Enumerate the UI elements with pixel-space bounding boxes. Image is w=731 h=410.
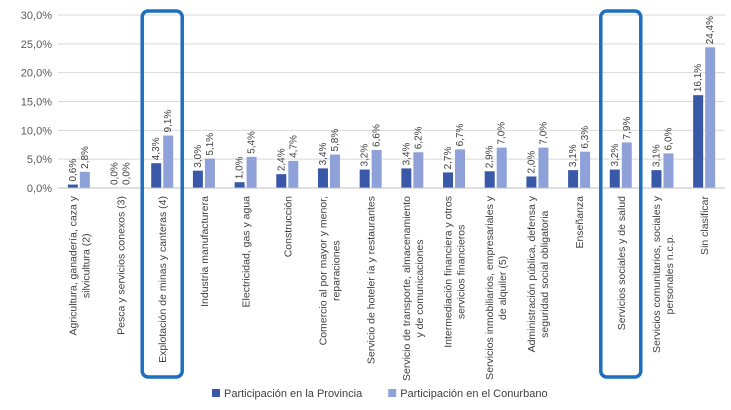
bar [276,174,287,188]
y-tick-label: 30,0% [21,10,52,22]
bar [192,170,203,188]
bar [329,154,340,188]
data-label: 0,0% [110,162,121,185]
bar [693,95,704,188]
data-label: 3,2% [360,144,371,167]
bar [496,147,507,188]
data-label: 24,4% [705,16,716,44]
data-label: 2,0% [526,151,537,174]
category-label: Construcción [282,196,294,257]
data-label: 3,1% [568,144,579,167]
data-label: 1,0% [235,156,246,179]
category-label: Comercio al por mayor y menor,reparacion… [317,196,342,345]
bar [67,184,78,188]
y-tick-label: 10,0% [21,125,52,137]
legend-label: Participación en la Provincia [224,388,363,400]
data-label: 9,1% [163,110,174,133]
legend-swatch [388,389,397,397]
category-label: Sin clasificar [699,195,711,254]
data-label: 5,8% [330,129,341,152]
y-tick-label: 25,0% [21,39,52,51]
data-label: 7,9% [622,117,633,140]
bar [621,142,632,188]
bar [455,149,466,188]
data-label: 6,7% [455,123,466,146]
category-label: Administración pública, defensa ysegurid… [526,195,551,352]
data-label: 3,0% [193,145,204,168]
data-label: 6,3% [580,126,591,149]
bar [79,171,90,188]
category-label: Servicio de transporte, almacenamientoy … [401,196,426,381]
data-label: 7,0% [538,122,549,145]
highlight-box [140,9,184,379]
bar [651,170,662,188]
data-label: 3,4% [318,142,329,165]
bar [484,171,495,188]
bar [568,170,579,188]
bar [580,151,591,188]
highlight-box [599,9,643,379]
category-label: Servicios inmobiliarios, empresariales y… [484,195,509,380]
data-label: 5,4% [247,131,258,154]
data-label: 3,4% [401,142,412,165]
bar [163,135,174,188]
data-label: 0,6% [68,159,79,182]
category-label: Servicio de hoteler ía y restaurantes [366,196,378,364]
category-label: Pesca y servicios conexos (3) [116,196,128,335]
data-label: 7,0% [497,122,508,145]
legend-label: Participación en el Conurbano [400,388,547,400]
category-label: Enseñanza [574,196,586,249]
category-label: Industria manufacturera [199,196,211,307]
bar [359,169,370,188]
bar [705,47,716,188]
data-label: 6,6% [372,124,383,147]
bar [526,176,537,188]
bar [246,156,257,188]
data-label: 4,7% [288,135,299,158]
category-label: Explotación de minas y canteras (4) [157,196,169,363]
bar [288,160,299,188]
y-tick-label: 20,0% [21,68,52,80]
data-label: 2,8% [80,146,91,169]
data-label: 2,7% [443,147,454,170]
bar [234,182,245,188]
data-label: 2,9% [485,145,496,168]
category-label: Servicios sociales y de salud [616,196,628,330]
bar [538,147,549,188]
category-label: Intermediación financiera y otrosservici… [443,196,468,348]
legend-swatch [212,389,220,397]
bar [401,168,412,188]
data-label: 16,1% [693,64,704,92]
data-label: 2,4% [276,148,287,171]
data-label: 3,2% [610,144,621,167]
bar [317,168,328,188]
y-tick-label: 5,0% [27,154,52,166]
data-label: 5,1% [205,133,216,156]
bar [663,153,674,188]
category-label: Servicios comunitarios, sociales yperson… [651,195,676,353]
bar [413,152,424,188]
data-label: 3,1% [651,144,662,167]
y-tick-label: 0,0% [27,183,52,195]
category-label: Agricultura, ganadería, caza ysilvicultu… [67,195,92,335]
bar [204,158,215,188]
data-label: 6,2% [413,126,424,149]
data-label: 4,3% [151,137,162,160]
y-tick-label: 15,0% [21,97,52,109]
bar [609,169,620,188]
bar [371,149,382,188]
data-label: 0,0% [122,162,133,185]
category-label: Electricidad, gas y agua [241,196,253,308]
data-label: 6,0% [663,127,674,150]
bar [443,172,454,188]
bar [151,163,162,188]
